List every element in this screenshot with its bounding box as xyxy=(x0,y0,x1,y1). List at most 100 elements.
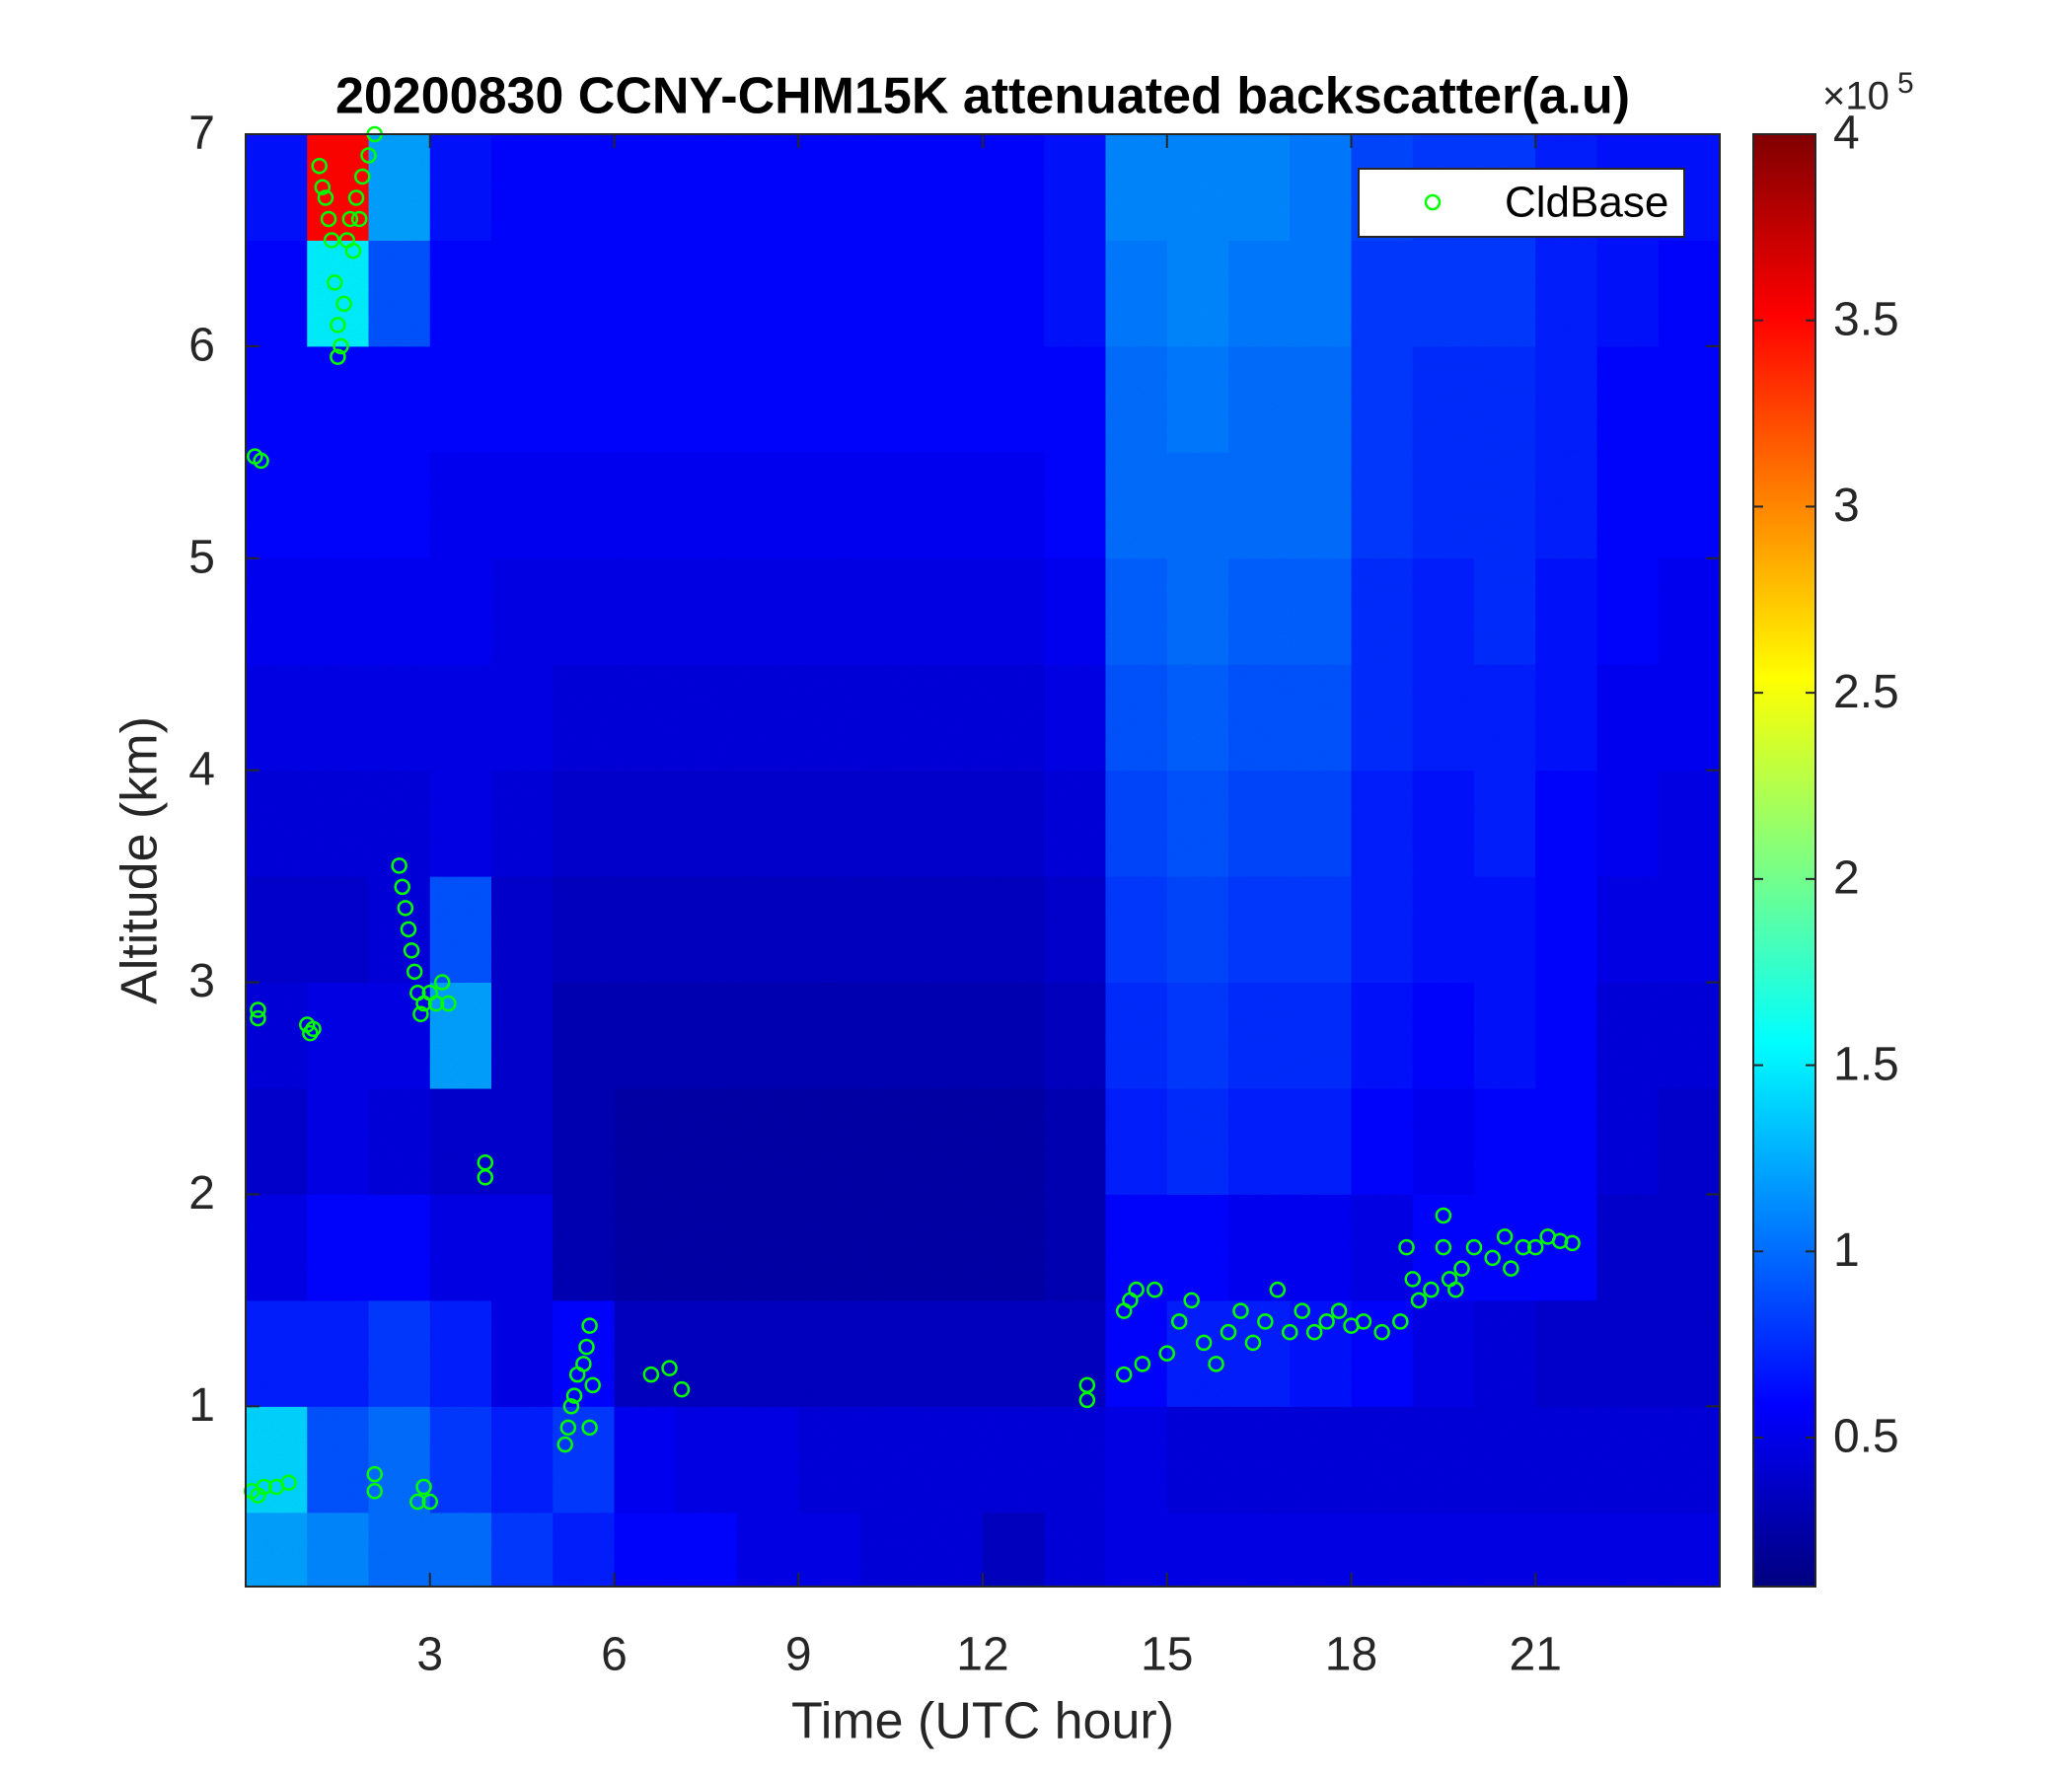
cloud-base-point xyxy=(347,189,365,206)
scatter-layer xyxy=(243,125,1581,1511)
cloud-base-point xyxy=(1484,1249,1501,1267)
cloud-base-point xyxy=(280,1474,297,1491)
cloud-base-point xyxy=(256,1478,272,1496)
legend-label: CldBase xyxy=(1505,179,1668,227)
colorbar-tick-label: 2 xyxy=(1833,852,1860,905)
colorbar-tick-label: 1.5 xyxy=(1833,1038,1899,1090)
cloud-base-point xyxy=(350,210,368,228)
x-tick-label: 15 xyxy=(1141,1629,1193,1681)
cloud-base-point xyxy=(1115,1366,1133,1383)
cloud-base-point xyxy=(250,1001,266,1018)
x-tick-label: 9 xyxy=(785,1629,812,1681)
y-tick-label: 4 xyxy=(188,743,215,795)
cloud-base-point xyxy=(394,878,410,896)
cloud-base-point xyxy=(575,1356,592,1372)
cloud-base-point xyxy=(344,242,362,259)
cloud-base-point xyxy=(1134,1356,1151,1372)
cloud-base-point xyxy=(1392,1313,1409,1330)
cloud-base-point xyxy=(354,168,371,185)
cloud-base-point xyxy=(584,1376,601,1394)
colorbar-exponent: 5 xyxy=(1897,67,1914,100)
cloud-base-point xyxy=(581,1317,598,1334)
cloud-base-point xyxy=(1078,1376,1096,1394)
colorbar-multiplier: ×10 xyxy=(1822,75,1889,118)
cloud-base-point xyxy=(642,1366,660,1383)
cloud-base-point xyxy=(661,1360,678,1376)
colorbar-frame xyxy=(1752,133,1816,1588)
cloud-base-point xyxy=(391,857,407,874)
cloud-base-point xyxy=(1257,1313,1274,1330)
cloud-base-point xyxy=(1294,1302,1310,1319)
cloud-base-point xyxy=(1269,1281,1287,1298)
cloud-base-point xyxy=(1318,1313,1335,1330)
cloud-base-point xyxy=(673,1380,691,1398)
colorbar-tick-label: 2.5 xyxy=(1833,666,1899,718)
cloud-base-point xyxy=(403,942,420,959)
cloud-base-point xyxy=(314,179,332,195)
cloud-base-point xyxy=(323,232,340,249)
cloud-base-point xyxy=(406,963,423,981)
legend-box xyxy=(1358,168,1685,238)
cloud-base-point xyxy=(366,1483,383,1500)
cloud-base-point xyxy=(1527,1238,1544,1256)
x-tick-label: 18 xyxy=(1325,1629,1377,1681)
cloud-base-point xyxy=(311,157,328,175)
cloud-base-point xyxy=(320,210,337,228)
cloud-base-point xyxy=(1465,1238,1483,1256)
colorbar-tick-label: 3.5 xyxy=(1833,293,1899,345)
cloud-base-point xyxy=(1410,1292,1428,1309)
cloud-base-point xyxy=(1435,1207,1452,1224)
cloud-base-point xyxy=(1220,1323,1237,1341)
cloud-base-point xyxy=(327,274,343,291)
cloud-base-point xyxy=(1398,1238,1415,1256)
cloud-base-point xyxy=(1195,1334,1213,1352)
x-axis-label: Time (UTC hour) xyxy=(791,1693,1174,1750)
cloud-base-point xyxy=(341,210,359,228)
cloud-base-point xyxy=(1373,1323,1390,1341)
cloud-base-point xyxy=(305,1020,322,1038)
cloud-base-point xyxy=(400,921,417,938)
cloud-base-point xyxy=(1170,1313,1188,1330)
cloud-base-point xyxy=(581,1419,598,1437)
cloud-base-point xyxy=(1503,1260,1519,1277)
cloud-base-point xyxy=(253,452,269,470)
colorbar-tick-label: 3 xyxy=(1833,480,1860,532)
y-tick-label: 1 xyxy=(188,1379,215,1432)
cloud-base-point xyxy=(333,337,349,355)
cloud-base-point xyxy=(1282,1323,1298,1341)
cloud-base-point xyxy=(1183,1292,1200,1309)
y-tick-label: 6 xyxy=(188,320,215,372)
y-tick-label: 5 xyxy=(188,531,215,583)
cloud-base-point xyxy=(565,1387,583,1404)
cloud-base-point xyxy=(1564,1234,1581,1252)
cloud-base-point xyxy=(1244,1334,1262,1352)
cloud-base-point xyxy=(1355,1313,1372,1330)
x-tick-label: 12 xyxy=(956,1629,1008,1681)
cloud-base-point xyxy=(477,1169,494,1186)
cloud-base-point xyxy=(330,348,346,365)
cloud-base-point xyxy=(409,1493,426,1511)
cloud-base-point xyxy=(562,1398,580,1415)
cloud-base-point xyxy=(250,1009,266,1027)
cloud-base-point xyxy=(412,1005,429,1023)
plot-frame xyxy=(245,133,1721,1588)
cloud-base-point xyxy=(360,147,377,164)
cloud-base-point xyxy=(1435,1238,1452,1256)
cloud-base-point xyxy=(1158,1345,1175,1362)
cloud-base-point xyxy=(1208,1356,1224,1372)
cloud-base-point xyxy=(1330,1302,1348,1319)
cloud-base-point xyxy=(1453,1260,1470,1277)
y-tick-label: 7 xyxy=(188,108,215,160)
cloud-base-point xyxy=(1515,1238,1532,1256)
colorbar-tick-label: 0.5 xyxy=(1833,1411,1899,1463)
x-tick-label: 3 xyxy=(416,1629,443,1681)
cloud-base-point xyxy=(1404,1271,1421,1288)
cloud-base-point xyxy=(433,974,451,991)
y-axis-label: Altitude (km) xyxy=(111,716,169,1004)
cloud-base-point xyxy=(421,1493,438,1511)
cloud-base-point xyxy=(1423,1281,1440,1298)
y-tick-label: 3 xyxy=(188,955,215,1007)
cloud-base-point xyxy=(1305,1323,1323,1341)
cloud-base-point xyxy=(330,317,346,333)
cloud-base-point xyxy=(1496,1228,1514,1245)
